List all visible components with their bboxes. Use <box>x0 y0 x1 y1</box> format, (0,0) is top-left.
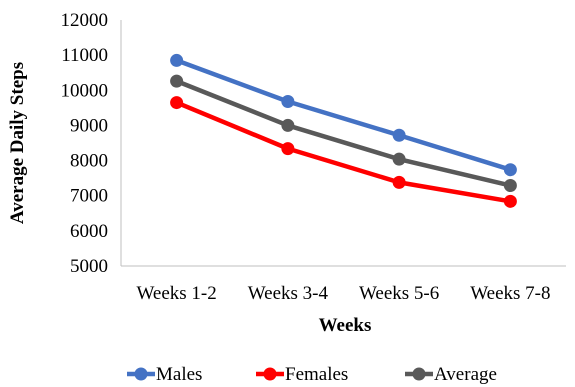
series-line <box>175 79 511 188</box>
y-axis-title: Average Daily Steps <box>7 62 28 224</box>
data-point <box>503 179 517 193</box>
x-tick-label: Weeks 5-6 <box>359 283 439 304</box>
data-point <box>170 53 184 67</box>
y-tick-label: 11000 <box>61 45 108 66</box>
legend-point-marker <box>134 367 148 381</box>
series-average <box>170 74 517 193</box>
y-tick-label: 10000 <box>61 80 109 101</box>
x-tick-label: Weeks 7-8 <box>470 283 550 304</box>
data-point <box>281 95 295 109</box>
legend-item-average: Average <box>405 364 497 385</box>
data-point <box>392 175 406 189</box>
data-point <box>503 163 517 177</box>
data-point <box>503 194 517 208</box>
y-tick-labels: 5000 6000 7000 8000 9000 10000 11000 120… <box>61 10 109 277</box>
series-females <box>170 96 517 208</box>
y-tick-label: 12000 <box>61 10 109 31</box>
legend-label: Males <box>156 364 202 385</box>
data-point <box>281 118 295 132</box>
data-point <box>392 152 406 166</box>
series-line <box>175 58 512 172</box>
legend-label: Average <box>434 364 497 385</box>
series-males <box>170 53 517 177</box>
legend: Males Females Average <box>127 364 497 385</box>
y-tick-label: 5000 <box>70 256 108 277</box>
y-tick-label: 9000 <box>70 115 108 136</box>
data-point <box>392 128 406 142</box>
y-tick-label: 7000 <box>70 186 108 207</box>
x-tick-labels: Weeks 1-2 Weeks 3-4 Weeks 5-6 Weeks 7-8 <box>137 283 551 304</box>
legend-item-males: Males <box>127 364 202 385</box>
legend-point-marker <box>263 367 277 381</box>
y-tick-label: 8000 <box>70 151 108 172</box>
legend-point-marker <box>412 367 426 381</box>
legend-item-females: Females <box>256 364 348 385</box>
series-line <box>175 100 511 204</box>
data-point <box>170 74 184 88</box>
data-point <box>170 96 184 110</box>
legend-label: Females <box>285 364 348 385</box>
plot-area <box>170 53 517 208</box>
data-point <box>281 142 295 156</box>
x-tick-label: Weeks 3-4 <box>248 283 329 304</box>
y-tick-label: 6000 <box>70 221 108 242</box>
x-axis-title: Weeks <box>319 315 372 336</box>
x-tick-label: Weeks 1-2 <box>137 283 217 304</box>
